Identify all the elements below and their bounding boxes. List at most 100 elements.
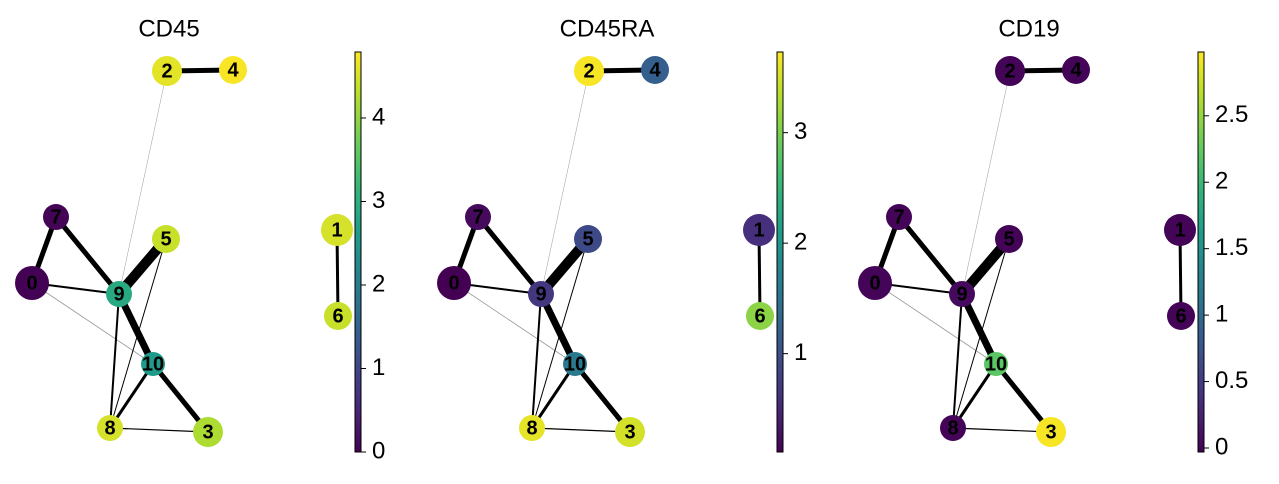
edge	[109, 293, 120, 429]
node	[940, 415, 966, 441]
node	[746, 302, 774, 330]
node	[43, 204, 69, 230]
node	[984, 352, 1008, 376]
edge	[109, 427, 209, 433]
node	[1167, 302, 1195, 330]
node-label: 0	[448, 272, 459, 294]
node	[615, 417, 645, 447]
node	[519, 415, 545, 441]
node-label: 6	[754, 305, 765, 327]
node	[141, 352, 165, 376]
node-label: 9	[113, 283, 124, 305]
y-tick-label: 4	[372, 103, 385, 130]
y-tick-label: 2	[1215, 168, 1228, 195]
node-label: 10	[142, 353, 164, 375]
node	[152, 225, 180, 253]
node	[949, 281, 975, 307]
chart-title: CD19	[998, 15, 1059, 42]
y-tick-label: 3	[372, 187, 385, 214]
node-label: 9	[956, 283, 967, 305]
node-label: 4	[1070, 59, 1082, 81]
edge	[531, 238, 589, 429]
node	[152, 56, 182, 86]
node-label: 3	[1045, 421, 1056, 443]
colorbar	[354, 51, 362, 453]
node	[1164, 214, 1196, 246]
node-label: 6	[1175, 305, 1186, 327]
y-tick-label: 2	[372, 270, 385, 297]
node	[858, 266, 892, 300]
node-label: 0	[26, 272, 37, 294]
node-label: 8	[104, 417, 115, 439]
colorbar	[1197, 51, 1205, 453]
edge	[952, 427, 1052, 433]
edge	[476, 215, 543, 296]
node-label: 0	[869, 272, 880, 294]
node	[563, 352, 587, 376]
edge	[109, 238, 167, 429]
node-label: 8	[947, 417, 958, 439]
node	[1036, 417, 1066, 447]
node	[743, 214, 775, 246]
node-label: 2	[1004, 60, 1015, 82]
node	[321, 214, 353, 246]
y-tick-label: 0.5	[1215, 367, 1248, 394]
node	[15, 266, 49, 300]
node-label: 9	[535, 283, 546, 305]
node-label: 1	[331, 219, 342, 241]
node	[193, 417, 223, 447]
edge	[540, 70, 590, 295]
edge	[897, 215, 964, 296]
y-tick-label: 0	[372, 437, 385, 464]
edge	[531, 427, 631, 433]
node-label: 6	[332, 305, 343, 327]
edge	[952, 238, 1010, 429]
node	[641, 56, 669, 84]
y-tick-label: 3	[794, 118, 807, 145]
edge	[54, 215, 121, 296]
node	[106, 281, 132, 307]
node	[97, 415, 123, 441]
y-tick-label: 1	[1215, 300, 1228, 327]
node	[1062, 56, 1090, 84]
node-label: 8	[526, 417, 537, 439]
node	[437, 266, 471, 300]
edge	[952, 293, 963, 429]
chart-title: CD45RA	[560, 15, 655, 42]
node	[995, 225, 1023, 253]
edge	[118, 70, 168, 295]
node-label: 4	[227, 59, 239, 81]
node-label: 5	[1003, 228, 1014, 250]
y-tick-label: 1	[794, 339, 807, 366]
node	[219, 56, 247, 84]
chart-title: CD45	[138, 15, 199, 42]
node-label: 1	[1174, 219, 1185, 241]
node-label: 2	[161, 60, 172, 82]
node-label: 1	[753, 219, 764, 241]
node	[574, 56, 604, 86]
node	[995, 56, 1025, 86]
node	[324, 302, 352, 330]
node-label: 10	[564, 353, 586, 375]
y-tick-label: 1.5	[1215, 234, 1248, 261]
edge	[961, 70, 1011, 295]
y-tick-label: 0	[1215, 433, 1228, 460]
node-label: 7	[893, 206, 904, 228]
colorbar	[776, 51, 784, 453]
node	[528, 281, 554, 307]
node	[465, 204, 491, 230]
node-label: 3	[624, 421, 635, 443]
node	[886, 204, 912, 230]
y-tick-label: 2	[794, 229, 807, 256]
node-label: 5	[160, 228, 171, 250]
node-label: 3	[202, 421, 213, 443]
node-label: 4	[649, 59, 661, 81]
node-label: 2	[583, 60, 594, 82]
y-tick-label: 2.5	[1215, 101, 1248, 128]
y-tick-label: 1	[372, 354, 385, 381]
node-label: 7	[50, 206, 61, 228]
node	[574, 225, 602, 253]
node-label: 5	[582, 228, 593, 250]
node-label: 10	[985, 353, 1007, 375]
